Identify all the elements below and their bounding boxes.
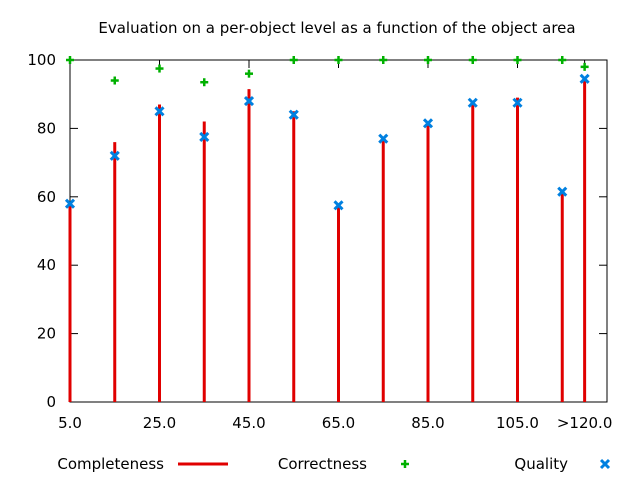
quality-point [154, 106, 165, 117]
quality-point [288, 109, 299, 120]
x-tick-label: 25.0 [143, 414, 176, 432]
x-tick-label: 45.0 [232, 414, 265, 432]
data-marks [64, 56, 590, 402]
quality-point [557, 186, 568, 197]
quality-point [109, 150, 120, 161]
correctness-point [110, 76, 119, 85]
quality-point [199, 131, 210, 143]
quality-point [243, 95, 255, 107]
x-tick-label: >120.0 [557, 414, 613, 432]
correctness-point [155, 64, 164, 73]
legend-label: Completeness [57, 455, 164, 473]
legend-swatch-plus [401, 460, 409, 468]
correctness-point [558, 56, 567, 64]
legend-label: Correctness [278, 455, 367, 473]
y-tick-label: 40 [37, 256, 56, 274]
quality-point [579, 73, 590, 84]
x-tick-label: 85.0 [411, 414, 444, 432]
y-tick-label: 100 [27, 51, 56, 69]
correctness-point [289, 56, 298, 64]
y-tick-label: 0 [46, 393, 56, 411]
correctness-point [66, 56, 74, 64]
quality-point [378, 133, 389, 144]
x-tick-label: 65.0 [322, 414, 355, 432]
correctness-point [379, 56, 388, 64]
y-tick-label: 60 [37, 188, 56, 206]
y-tick-label: 20 [37, 325, 56, 343]
quality-point [333, 200, 344, 211]
x-tick-label: 5.0 [58, 414, 82, 432]
legend-label: Quality [514, 455, 568, 473]
correctness-point [580, 62, 589, 71]
quality-point [467, 97, 478, 108]
legend: Completeness Correctness Quality [57, 455, 611, 473]
tick-labels: 0 20 40 60 80 100 5.0 25.0 45.0 65.0 85.0 105.0 >120… [27, 51, 612, 432]
correctness-point [200, 78, 209, 87]
correctness-point [334, 56, 343, 64]
quality-point [422, 118, 434, 129]
correctness-point [424, 56, 432, 64]
y-tick-label: 80 [37, 119, 56, 137]
x-tick-label: 105.0 [496, 414, 539, 432]
correctness-point [513, 56, 522, 64]
chart-title: Evaluation on a per-object level as a fu… [98, 19, 575, 37]
correctness-point [245, 69, 253, 78]
quality-point [512, 97, 523, 108]
legend-swatch-cross [599, 458, 611, 470]
quality-point [64, 198, 76, 209]
correctness-point [468, 56, 477, 64]
